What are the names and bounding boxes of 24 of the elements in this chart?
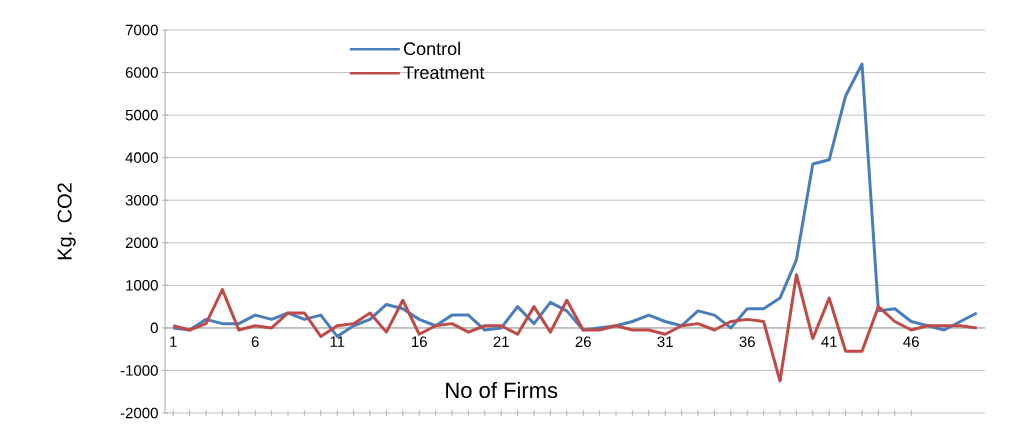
x-tick-label: 6 [251,336,259,348]
y-tick-label: 7000 [125,24,158,36]
x-tick-label: 26 [575,336,591,348]
y-axis-title: Kg. CO2 [57,183,76,260]
y-tick-label: 4000 [125,152,158,163]
x-axis-title: No of Firms [446,381,558,399]
y-tick-label: -2000 [120,407,158,419]
y-tick-label: 5000 [125,109,158,121]
x-tick-label: 16 [412,336,427,348]
y-tick-label: 3000 [125,194,158,206]
y-tick-label: 2000 [125,237,158,249]
x-tick-label: 36 [739,336,755,348]
x-tick-label: 46 [903,336,919,348]
y-tick-label: 1000 [126,280,158,291]
x-tick-label: 41 [821,336,837,347]
legend-label: Control [404,41,460,56]
x-tick-label: 31 [657,336,673,348]
x-tick-label: 1 [170,336,177,347]
x-tick-label: 11 [330,336,345,347]
y-tick-label: 6000 [125,67,158,78]
y-tick-label: 0 [150,322,158,334]
y-tick-label: -1000 [120,365,158,376]
x-tick-label: 21 [493,336,509,347]
legend-label: Treatment [403,66,485,79]
